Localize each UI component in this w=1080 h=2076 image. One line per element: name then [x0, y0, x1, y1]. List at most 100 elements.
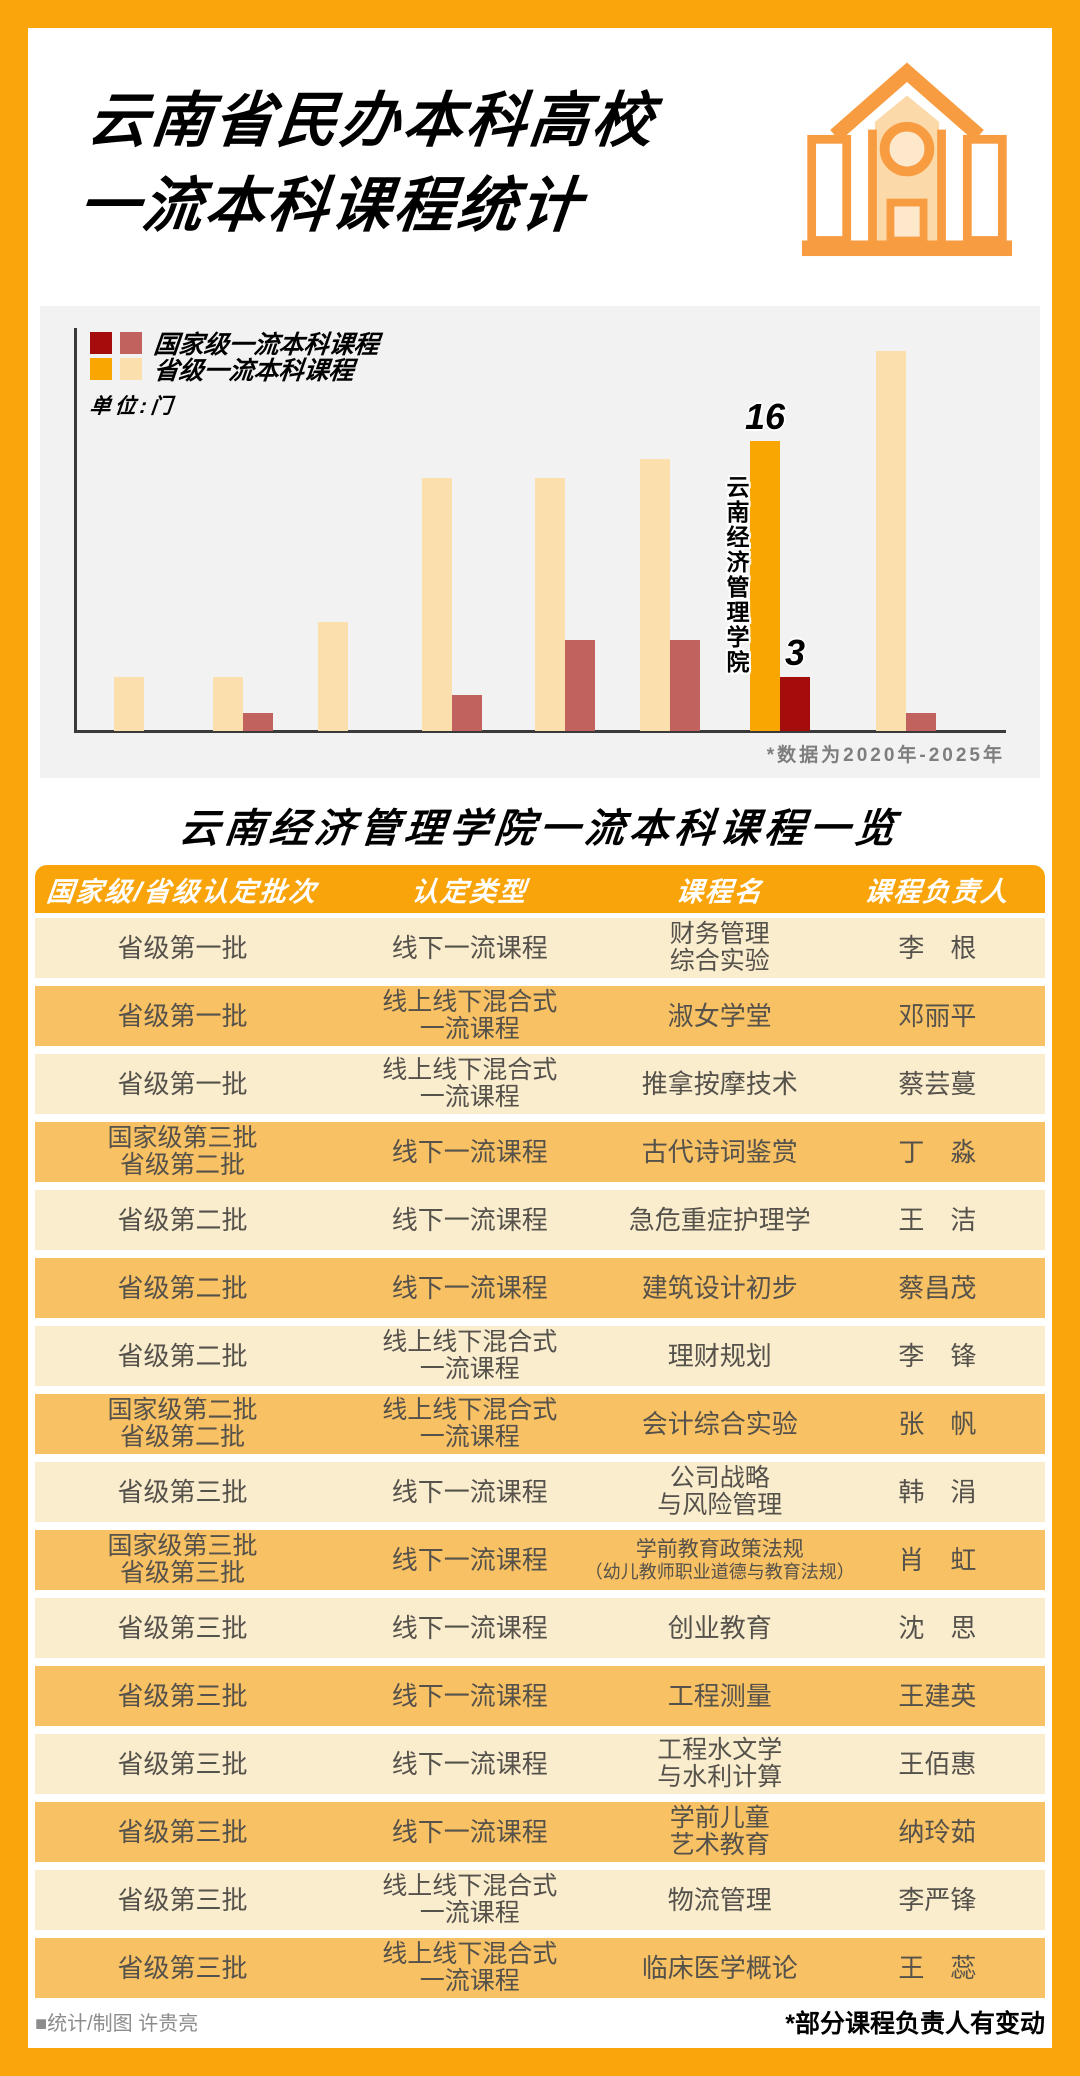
- table-row: 省级第三批 线上线下混合式 一流课程 临床医学概论 王 蕊: [35, 1938, 1045, 1998]
- column-header: 课程名: [674, 876, 765, 907]
- cell-line: 省级第三批: [117, 1817, 248, 1847]
- cell-line: 省级第三批: [117, 1885, 248, 1915]
- cell-batch: 省级第三批: [35, 1802, 330, 1862]
- cell-line: 李 根: [898, 933, 977, 963]
- table-row: 省级第一批 线下一流课程 财务管理 综合实验 李 根: [35, 918, 1045, 978]
- cell-person: 王建英: [830, 1666, 1045, 1726]
- cell-line: 省级第三批: [117, 1613, 248, 1643]
- cell-type: 线下一流课程: [330, 1190, 610, 1250]
- table-header-row: 国家级/省级认定批次 认定类型 课程名 课程负责人: [35, 865, 1045, 913]
- table-row: 国家级第二批 省级第二批 线上线下混合式 一流课程 会计综合实验张 帆: [35, 1394, 1045, 1454]
- cell-person: 邓丽平: [830, 986, 1045, 1046]
- cell-line: 线下一流课程: [391, 933, 548, 963]
- value-label-province: 16: [744, 396, 786, 438]
- cell-batch: 省级第三批: [35, 1734, 330, 1794]
- table-row: 省级第二批 线下一流课程 急危重症护理学 王 洁: [35, 1190, 1045, 1250]
- cell-type: 线上线下混合式 一流课程: [330, 1938, 610, 1998]
- cell-line: （幼儿教师职业道德与教育法规）: [584, 1561, 855, 1582]
- table-row: 省级第一批 线上线下混合式 一流课程 推拿按摩技术 蔡芸蔓: [35, 1054, 1045, 1114]
- cell-line: 李 锋: [898, 1341, 977, 1371]
- table-row: 省级第三批 线下一流课程 工程水文学 与水利计算 王佰惠: [35, 1734, 1045, 1794]
- cell-batch: 省级第三批: [35, 1870, 330, 1930]
- cell-person: 李严锋: [830, 1870, 1045, 1930]
- title-line-1: 云南省民办本科高校: [84, 87, 659, 154]
- cell-line: 线下一流课程: [391, 1817, 548, 1847]
- cell-course: 学前儿童 艺术教育: [610, 1802, 830, 1862]
- cell-line: 邓丽平: [898, 1001, 977, 1031]
- cell-line: 蔡芸蔓: [898, 1069, 977, 1099]
- cell-course: 推拿按摩技术: [610, 1054, 830, 1114]
- cell-person: 肖 虹: [830, 1530, 1045, 1590]
- cell-line: 丁 淼: [898, 1137, 977, 1167]
- bar-series: 16 3 云南经济管理学院: [40, 306, 1040, 778]
- cell-line: 创业教育: [667, 1613, 772, 1643]
- cell-line: 急危重症护理学: [628, 1205, 811, 1235]
- legend-swatch: [120, 358, 142, 380]
- table-row: 国家级第三批 省级第二批 线下一流课程 古代诗词鉴赏 丁 淼: [35, 1122, 1045, 1182]
- column-header: 国家级/省级认定批次: [45, 876, 320, 907]
- title-line-2: 一流本科课程统计: [75, 172, 587, 239]
- y-axis-line: [74, 328, 77, 733]
- cell-batch: 国家级第三批 省级第二批: [35, 1122, 330, 1182]
- cell-course: 工程水文学 与水利计算: [610, 1734, 830, 1794]
- legend-swatch: [90, 358, 112, 380]
- cell-line: 一流课程: [419, 1355, 520, 1383]
- footer-credit: ■统计/制图 许贵亮: [35, 2013, 199, 2035]
- table-row: 省级第二批 线下一流课程 建筑设计初步 蔡昌茂: [35, 1258, 1045, 1318]
- highlight-school-label: 云南经济管理学院: [723, 475, 749, 675]
- cell-line: 古代诗词鉴赏: [641, 1137, 798, 1167]
- cell-line: 线下一流课程: [391, 1613, 548, 1643]
- cell-person: 韩 涓: [830, 1462, 1045, 1522]
- cell-line: 线上线下混合式: [382, 988, 558, 1016]
- cell-line: 纳玲茹: [898, 1817, 977, 1847]
- cell-line: 线上线下混合式: [382, 1940, 558, 1968]
- cell-line: 线下一流课程: [391, 1137, 548, 1167]
- cell-type: 线下一流课程: [330, 1734, 610, 1794]
- cell-person: 纳玲茹: [830, 1802, 1045, 1862]
- legend-entry: 国家级一流本科课程: [90, 331, 380, 359]
- cell-line: 国家级第三批: [107, 1532, 258, 1560]
- legend-swatch: [90, 332, 112, 354]
- cell-person: 王佰惠: [830, 1734, 1045, 1794]
- cell-line: 王建英: [898, 1681, 977, 1711]
- cell-line: 公司战略: [669, 1464, 770, 1492]
- chart-legend: 国家级一流本科课程 省级一流本科课程: [90, 331, 380, 385]
- table-row: 国家级第三批 省级第三批 线下一流课程 学前教育政策法规 （幼儿教师职业道德与教育法规）…: [35, 1530, 1045, 1590]
- bar-national: [452, 695, 482, 731]
- cell-line: 淑女学堂: [667, 1001, 772, 1031]
- cell-type: 线上线下混合式 一流课程: [330, 1394, 610, 1454]
- cell-batch: 省级第二批: [35, 1326, 330, 1386]
- legend-swatch: [120, 332, 142, 354]
- cell-type: 线下一流课程: [330, 1122, 610, 1182]
- cell-course: 淑女学堂: [610, 986, 830, 1046]
- bar-national: [906, 713, 936, 731]
- table-row: 省级第三批 线下一流课程 公司战略 与风险管理 韩 涓: [35, 1462, 1045, 1522]
- table-row: 省级第三批 线下一流课程 工程测量 王建英: [35, 1666, 1045, 1726]
- course-table: 国家级/省级认定批次 认定类型 课程名 课程负责人 省级第一批 线下一流课程 财务管理 综合…: [35, 865, 1045, 2006]
- cell-course: 财务管理 综合实验: [610, 918, 830, 978]
- cell-line: 线下一流课程: [391, 1545, 548, 1575]
- cell-line: 省级第三批: [117, 1681, 248, 1711]
- cell-course: 工程测量: [610, 1666, 830, 1726]
- table-row: 省级第三批 线上线下混合式 一流课程 物流管理 李严锋: [35, 1870, 1045, 1930]
- cell-line: 物流管理: [667, 1885, 772, 1915]
- table-row: 省级第一批 线上线下混合式 一流课程 淑女学堂 邓丽平: [35, 986, 1045, 1046]
- cell-line: 线上线下混合式: [382, 1396, 558, 1424]
- cell-type: 线下一流课程: [330, 1598, 610, 1658]
- cell-course: 古代诗词鉴赏: [610, 1122, 830, 1182]
- chart-panel: 国家级一流本科课程 省级一流本科课程 单位:门 16 3 云南经济管理学院 *数据为2…: [40, 306, 1040, 778]
- cell-course: 物流管理: [610, 1870, 830, 1930]
- cell-batch: 省级第一批: [35, 1054, 330, 1114]
- bar-province: [114, 677, 144, 731]
- bar-national: [780, 677, 810, 731]
- cell-batch: 省级第三批: [35, 1598, 330, 1658]
- bar-national: [565, 640, 595, 731]
- cell-line: 张 帆: [898, 1409, 977, 1439]
- cell-batch: 省级第三批: [35, 1462, 330, 1522]
- cell-course: 理财规划: [610, 1326, 830, 1386]
- page-title: 云南省民办本科高校 一流本科课程统计: [75, 78, 660, 248]
- bar-province: [318, 622, 348, 731]
- table-title: 云南经济管理学院一流本科课程一览: [177, 807, 902, 851]
- cell-person: 王 蕊: [830, 1938, 1045, 1998]
